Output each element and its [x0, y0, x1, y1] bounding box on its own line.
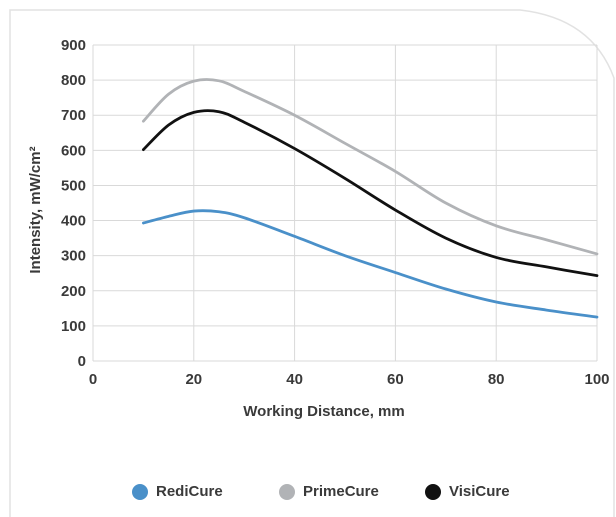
y-tick-labels: 0 100 200 300 400 500 600 700 800 900 — [61, 37, 86, 370]
y-tick-100: 100 — [61, 318, 86, 335]
x-tick-80: 80 — [488, 371, 505, 388]
legend: RediCure PrimeCure VisiCure — [0, 483, 616, 507]
x-tick-100: 100 — [584, 371, 609, 388]
legend-item-redicure: RediCure — [132, 483, 223, 500]
y-tick-500: 500 — [61, 177, 86, 194]
visicure-swatch — [425, 483, 441, 500]
series-lines — [142, 78, 599, 319]
panel-border — [9, 9, 615, 517]
y-tick-200: 200 — [61, 283, 86, 300]
x-tick-labels: 0 20 40 60 80 100 — [89, 371, 610, 388]
x-tick-20: 20 — [185, 371, 202, 388]
redicure-swatch — [132, 483, 148, 500]
legend-item-visicure: VisiCure — [425, 483, 510, 500]
y-tick-800: 800 — [61, 72, 86, 89]
y-tick-700: 700 — [61, 107, 86, 124]
y-tick-900: 900 — [61, 37, 86, 54]
series-line-primecure — [142, 78, 599, 256]
series-line-visicure — [142, 109, 599, 278]
x-tick-0: 0 — [89, 371, 97, 388]
primecure-swatch — [279, 483, 295, 500]
y-tick-0: 0 — [78, 353, 86, 370]
legend-item-primecure: PrimeCure — [279, 483, 379, 500]
legend-label-primecure: PrimeCure — [303, 483, 379, 500]
x-tick-60: 60 — [387, 371, 404, 388]
legend-label-visicure: VisiCure — [449, 483, 510, 500]
legend-label-redicure: RediCure — [156, 483, 223, 500]
y-axis-label: Intensity, mW/cm² — [27, 146, 44, 273]
y-tick-300: 300 — [61, 248, 86, 265]
x-axis-label: Working Distance, mm — [243, 403, 404, 420]
y-tick-600: 600 — [61, 142, 86, 159]
x-tick-40: 40 — [286, 371, 303, 388]
y-tick-400: 400 — [61, 213, 86, 230]
series-line-redicure — [142, 209, 599, 319]
